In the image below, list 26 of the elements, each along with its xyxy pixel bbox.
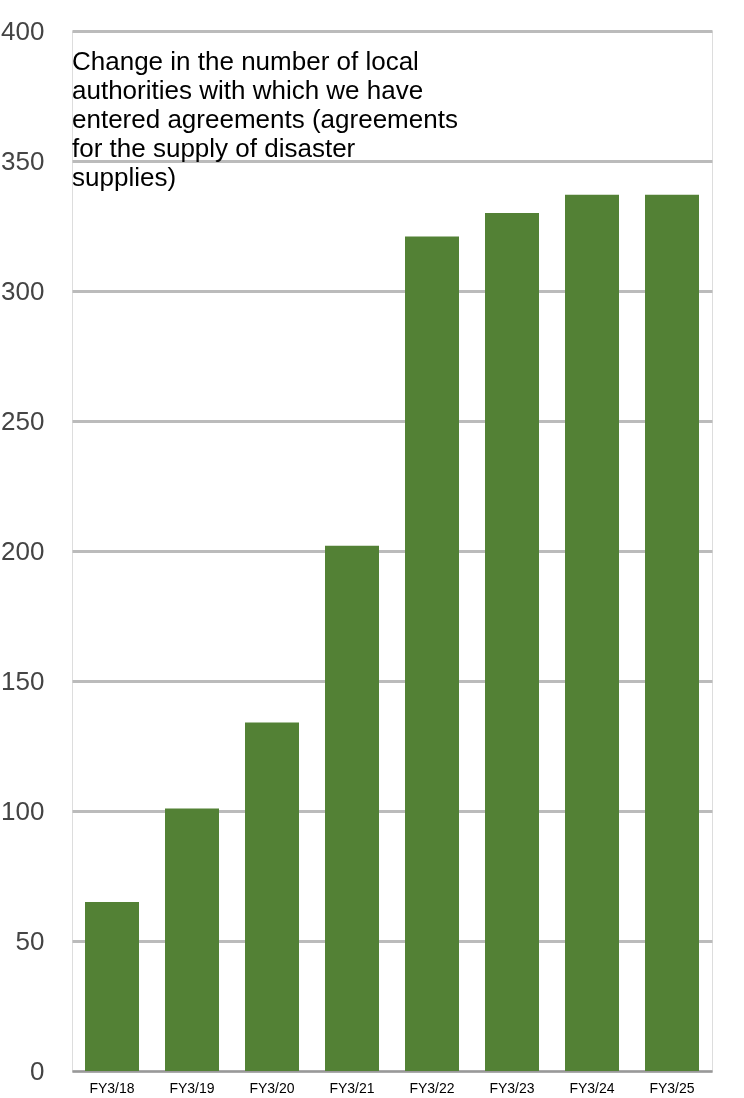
y-tick-label: 350 [1,145,45,176]
bar [565,194,619,1071]
y-tick-label: 300 [1,275,45,306]
x-tick-label: FY3/21 [329,1079,375,1096]
y-tick-label: 150 [1,665,45,696]
x-tick-label: FY3/24 [569,1079,615,1096]
bar [645,194,699,1071]
bar [325,545,379,1071]
bar [405,236,459,1071]
x-tick-label: FY3/18 [89,1079,135,1096]
y-tick-label: 100 [1,795,45,826]
y-tick-label: 250 [1,405,45,436]
y-tick-label: 0 [30,1055,45,1086]
text: Change in the number of local authorities with which we have entered agreements (agreements for the supply of disaster supplies) [72,46,458,192]
x-tick-label: FY3/20 [249,1079,295,1096]
x-tick-label: FY3/23 [489,1079,535,1096]
y-tick-label: 400 [1,15,45,46]
y-tick-label: 200 [1,535,45,566]
bar [165,808,219,1071]
bar [245,722,299,1071]
x-tick-label: FY3/25 [649,1079,695,1096]
bar [485,213,539,1071]
x-tick-label: FY3/19 [169,1079,215,1096]
y-tick-label: 50 [15,925,45,956]
x-tick-label: FY3/22 [409,1079,455,1096]
bar [85,902,139,1071]
